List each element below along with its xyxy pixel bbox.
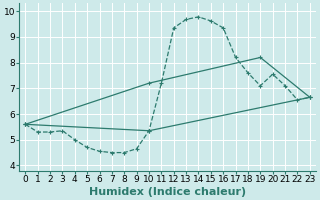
X-axis label: Humidex (Indice chaleur): Humidex (Indice chaleur) xyxy=(89,187,246,197)
